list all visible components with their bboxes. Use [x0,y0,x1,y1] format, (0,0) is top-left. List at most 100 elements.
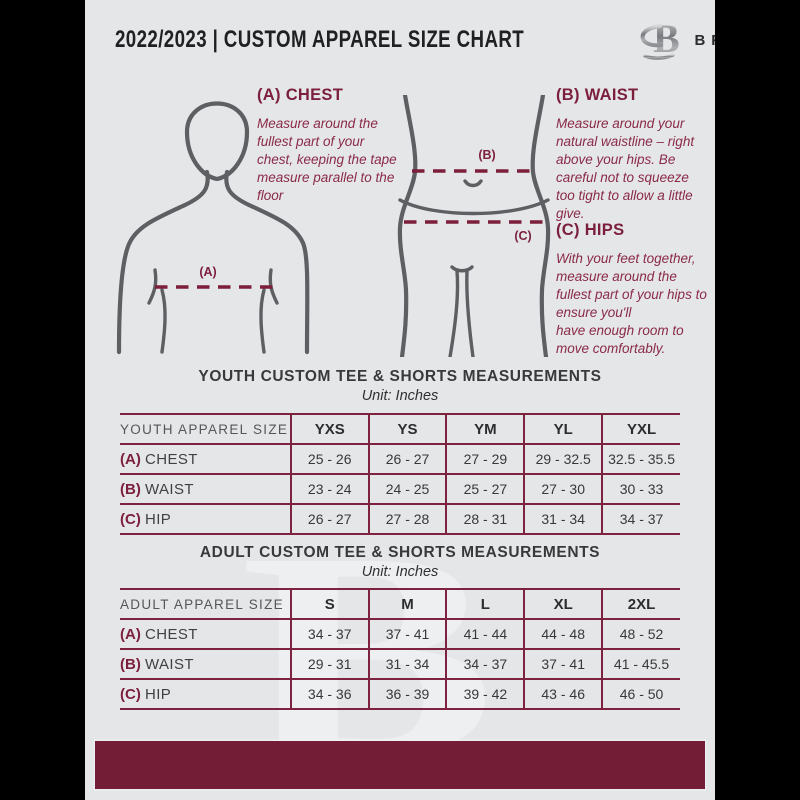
brand-name: BREAKAWAY [694,31,715,49]
table-cell: 39 - 42 [445,679,525,709]
row-prefix: (A) [120,450,141,468]
row-header: (B) WAIST [120,474,291,504]
page-title: 2022/2023 | CUSTOM APPAREL SIZE CHART [115,26,525,53]
column-header: ADULT APPAREL SIZE [120,596,284,612]
table-cell: 23 - 24 [289,474,369,504]
hips-instruction-text: With your feet together, measure around … [556,251,707,357]
youth-table-title: YOUTH CUSTOM TEE & SHORTS MEASUREMENTS [198,368,602,385]
brand-lockup: B BREAKAWAY [639,18,715,62]
logo-letter: B [653,18,680,61]
row-label: HIP [145,510,172,528]
waist-instruction: (B) WAIST Measure around your natural wa… [556,86,698,223]
table-cell: 34 - 37 [601,504,680,534]
table-cell: 27 - 28 [367,504,447,534]
column-header: YOUTH APPAREL SIZE [120,421,289,437]
table-cell: 43 - 46 [523,679,603,709]
table-cell: 29 - 31 [289,649,369,679]
column-header: L [445,589,525,619]
table-cell: 44 - 48 [523,619,603,649]
chest-instruction-heading: (A) CHEST [257,86,344,104]
figure-right-leg [465,269,475,357]
page-header: 2022/2023 | CUSTOM APPAREL SIZE CHART B … [115,18,715,62]
row-label: HIP [145,685,172,703]
row-label: CHEST [145,625,198,643]
hip-line-label: (C) [514,229,531,243]
column-header: YXL [601,414,680,444]
row-header: (A) CHEST [120,444,291,474]
table-row: (C) HIP 34 - 36 36 - 39 39 - 42 43 - 46 … [120,679,680,709]
figure-hip-curve [398,198,550,216]
table-cell: 28 - 31 [445,504,525,534]
table-cell: 25 - 27 [445,474,525,504]
table-cell: 41 - 45.5 [601,649,680,679]
row-header: (A) CHEST [120,619,291,649]
table-cell: 27 - 30 [523,474,603,504]
table-cell: 30 - 33 [601,474,680,504]
table-cell: 37 - 41 [367,619,447,649]
footer-accent-bar [95,741,705,789]
column-header: M [367,589,447,619]
table-cell: 34 - 37 [445,649,525,679]
row-label: CHEST [145,450,198,468]
table-cell: 46 - 50 [601,679,680,709]
lower-body-diagram: (B) (C) [397,95,551,357]
figure-left-inner-arm [160,288,167,354]
row-prefix: (B) [120,480,141,498]
table-row: (A) CHEST 34 - 37 37 - 41 41 - 44 44 - 4… [120,619,680,649]
table-row: (C) HIP 26 - 27 27 - 28 28 - 31 31 - 34 … [120,504,680,534]
figure-crotch [450,265,474,273]
adult-size-table: ADULT APPAREL SIZE S M L XL 2XL (A) CHES… [120,588,680,710]
adult-table-unit: Unit: Inches [361,564,439,580]
hips-instruction: (C) HIPS With your feet together, measur… [556,221,708,358]
row-prefix: (A) [120,625,141,643]
breakaway-logo-icon: B [641,18,680,61]
row-prefix: (B) [120,655,141,673]
table-row: (A) CHEST 25 - 26 26 - 27 27 - 29 29 - 3… [120,444,680,474]
table-cell: 29 - 32.5 [523,444,603,474]
column-header: YS [367,414,447,444]
waist-instruction-text: Measure around your natural waistline – … [556,116,695,222]
chest-line-label: (A) [199,265,216,279]
table-cell: 36 - 39 [367,679,447,709]
upper-body-diagram: (A) [116,101,310,355]
chest-instruction: (A) CHEST Measure around the fullest par… [257,86,403,205]
row-prefix: (C) [120,510,141,528]
column-header: YM [445,414,525,444]
column-header: YXS [289,414,369,444]
row-prefix: (C) [120,685,141,703]
youth-header-row: YOUTH APPAREL SIZE YXS YS YM YL YXL [120,414,680,444]
table-row: (B) WAIST 29 - 31 31 - 34 34 - 37 37 - 4… [120,649,680,679]
adult-header-row: ADULT APPAREL SIZE S M L XL 2XL [120,589,680,619]
table-cell: 27 - 29 [445,444,525,474]
figure-head [184,101,250,182]
figure-right-inner-arm [259,288,266,354]
table-cell: 25 - 26 [289,444,369,474]
table-cell: 24 - 25 [367,474,447,504]
table-cell: 41 - 44 [445,619,525,649]
column-header: YL [523,414,603,444]
figure-right-shoulder [224,169,310,355]
table-cell: 31 - 34 [367,649,447,679]
table-cell: 37 - 41 [523,649,603,679]
row-header: (C) HIP [120,679,291,709]
figure-left-leg [448,269,460,357]
table-row: (B) WAIST 23 - 24 24 - 25 25 - 27 27 - 3… [120,474,680,504]
size-chart-page: 2022/2023 | CUSTOM APPAREL SIZE CHART B … [85,0,715,800]
column-header: XL [523,589,603,619]
column-header: 2XL [601,589,680,619]
row-label: WAIST [145,655,194,673]
table-cell: 31 - 34 [523,504,603,534]
row-header: (B) WAIST [120,649,291,679]
figure-right-side [530,95,551,357]
figure-left-side [397,95,418,357]
table-cell: 48 - 52 [601,619,680,649]
table-cell: 34 - 36 [289,679,369,709]
youth-size-table: YOUTH APPAREL SIZE YXS YS YM YL YXL (A) … [120,413,680,535]
youth-table-unit: Unit: Inches [361,388,439,404]
figure-left-armpit [147,268,158,305]
row-label: WAIST [145,480,194,498]
figure-navel [463,179,483,188]
table-cell: 34 - 37 [289,619,369,649]
chest-instruction-text: Measure around the fullest part of your … [257,116,397,204]
column-header: S [289,589,369,619]
